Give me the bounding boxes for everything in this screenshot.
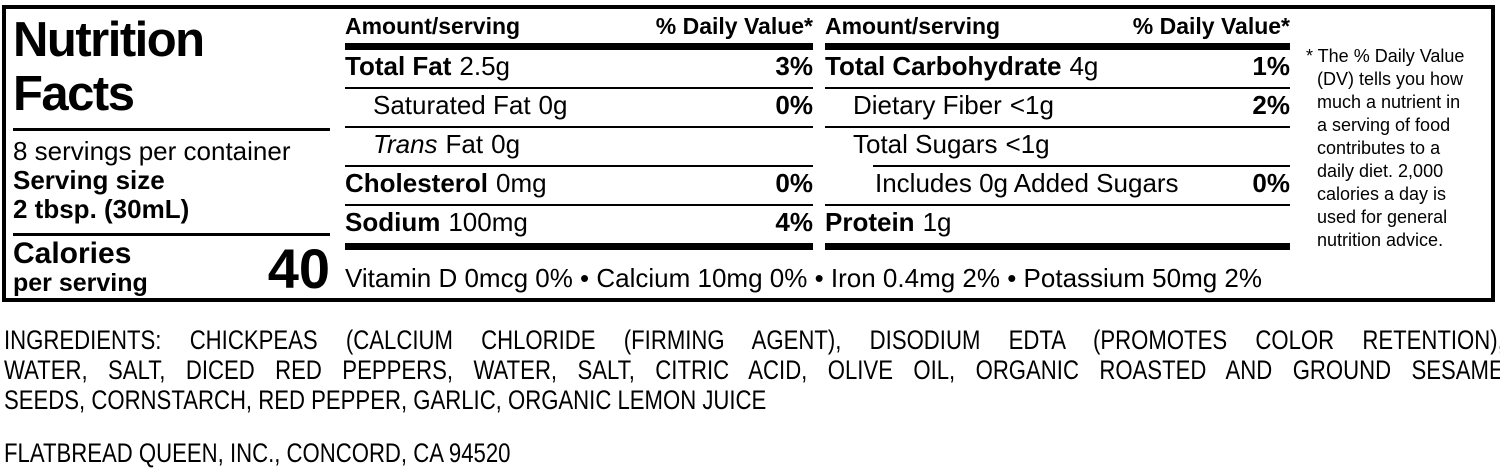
label-title-line2: Facts: [13, 67, 135, 121]
row-total-sugars: Total Sugars <1g: [825, 128, 1290, 165]
row-added-sugars: Includes 0g Added Sugars 0%: [825, 167, 1290, 204]
nutrient-amount: <1g: [1009, 90, 1054, 120]
calories-row: Calories per serving 40: [13, 238, 330, 297]
nutrient-name: Protein: [825, 207, 915, 237]
nutrient-dv: 2%: [1252, 90, 1290, 120]
nutrient-name: Dietary Fiber: [853, 90, 1002, 120]
nutrient-amount: 0mg: [496, 168, 547, 198]
row-dietary-fiber: Dietary Fiber <1g 2%: [825, 89, 1290, 126]
servings-per-container: 8 servings per container: [13, 136, 291, 166]
nutrient-dv: 1%: [1252, 51, 1290, 81]
divider: [825, 204, 1290, 206]
row-trans-fat: Trans Fat 0g: [345, 128, 813, 165]
nutrient-dv: 0%: [775, 90, 813, 120]
nutrient-amount: 0g: [491, 129, 521, 159]
micronutrients-line: Vitamin D 0mcg 0% • Calcium 10mg 0% • Ir…: [345, 263, 1262, 293]
calories-sublabel: per serving: [13, 269, 148, 297]
ingredients-text: INGREDIENTS: CHICKPEAS (CALCIUM CHLORIDE…: [4, 325, 1500, 415]
footnote-line: nutrition advice.: [1317, 230, 1444, 250]
divider: [825, 126, 1290, 128]
divider: [13, 128, 330, 131]
nutrient-name: Total Carbohydrate: [825, 51, 1062, 81]
daily-value-header: % Daily Value*: [655, 13, 813, 39]
ingredients-line: WATER, SALT, DICED RED PEPPERS, WATER, S…: [4, 355, 1500, 385]
divider: [825, 87, 1290, 89]
nutrient-column-1: Amount/serving % Daily Value* Total Fat 2…: [345, 13, 813, 250]
calories-label: Calories: [13, 237, 132, 270]
manufacturer-line: FLATBREAD QUEEN, INC., CONCORD, CA 94520: [4, 438, 511, 468]
nutrient-name-group: Protein 1g: [825, 207, 952, 238]
thick-divider: [825, 243, 1290, 250]
footnote-line: much a nutrient in: [1317, 92, 1461, 112]
nutrient-amount: <1g: [1005, 129, 1050, 159]
footnote-line: used for general: [1317, 207, 1448, 227]
row-sodium: Sodium 100mg 4%: [345, 206, 813, 243]
nutrient-name-group: Sodium 100mg: [345, 207, 528, 238]
nutrient-name-group: Total Fat 2.5g: [345, 51, 510, 82]
nutrient-amount: 4g: [1069, 51, 1099, 81]
nutrient-name: Saturated Fat: [373, 90, 531, 120]
nutrient-amount: 100mg: [448, 207, 528, 237]
nutrient-column-2: Amount/serving % Daily Value* Total Carb…: [825, 13, 1290, 250]
nutrient-name-group: Saturated Fat 0g: [345, 90, 567, 121]
footnote-line: daily diet. 2,000: [1317, 161, 1444, 181]
divider: [13, 233, 330, 236]
amount-serving-header: Amount/serving: [345, 13, 521, 39]
serving-size-label: Serving size: [13, 165, 165, 195]
divider: [345, 165, 813, 167]
label-title-line1: Nutrition: [13, 13, 205, 67]
calories-value: 40: [267, 237, 330, 300]
row-cholesterol: Cholesterol 0mg 0%: [345, 167, 813, 204]
row-protein: Protein 1g: [825, 206, 1290, 243]
divider: [345, 126, 813, 128]
calories-heading-block: Calories per serving: [13, 238, 148, 297]
nutrient-name-group: Trans Fat 0g: [345, 129, 520, 160]
footnote-line: a serving of food: [1317, 115, 1451, 135]
footnote-line: (DV) tells you how: [1317, 69, 1464, 89]
ingredients-line: INGREDIENTS: CHICKPEAS (CALCIUM CHLORIDE…: [4, 325, 1500, 355]
serving-size-value: 2 tbsp. (30mL): [13, 194, 190, 224]
nutrient-name: Includes 0g Added Sugars: [875, 168, 1179, 198]
thick-divider: [345, 43, 813, 50]
nutrient-dv: 3%: [775, 51, 813, 81]
footnote-line: contributes to a: [1317, 138, 1441, 158]
nutrient-name-group: Total Sugars <1g: [825, 129, 1050, 160]
divider: [345, 204, 813, 206]
nutrient-name-group: Cholesterol 0mg: [345, 168, 547, 199]
thick-divider: [345, 243, 813, 250]
nutrient-amount: 2.5g: [459, 51, 511, 81]
ingredients-line: SEEDS, CORNSTARCH, RED PEPPER, GARLIC, O…: [4, 385, 767, 415]
row-total-fat: Total Fat 2.5g 3%: [345, 50, 813, 87]
row-total-carbohydrate: Total Carbohydrate 4g 1%: [825, 50, 1290, 87]
nutrient-amount: 0g: [538, 90, 568, 120]
footnote-line: * The % Daily Value: [1306, 46, 1465, 66]
nutrient-name-group: Includes 0g Added Sugars: [825, 168, 1179, 199]
nutrient-amount: 1g: [922, 207, 952, 237]
nutrient-name: Sodium: [345, 207, 441, 237]
nutrient-dv: 4%: [775, 207, 813, 237]
nutrient-name-group: Total Carbohydrate 4g: [825, 51, 1098, 82]
label-left-panel: Nutrition Facts 8 servings per container…: [13, 13, 330, 297]
nutrient-name: Cholesterol: [345, 168, 489, 198]
divider-indented: [873, 165, 1290, 167]
amount-serving-header: Amount/serving: [825, 13, 1001, 39]
nutrition-facts-label: Nutrition Facts 8 servings per container…: [2, 5, 1495, 302]
column-header: Amount/serving % Daily Value*: [825, 13, 1290, 40]
daily-value-header: % Daily Value*: [1132, 13, 1290, 39]
nutrient-name: Total Fat: [345, 51, 452, 81]
daily-value-footnote: * The % Daily Value (DV) tells you how m…: [1306, 45, 1496, 252]
nutrient-name: Total Sugars: [853, 129, 998, 159]
row-saturated-fat: Saturated Fat 0g 0%: [345, 89, 813, 126]
footnote-line: calories a day is: [1317, 184, 1447, 204]
nutrient-name-group: Dietary Fiber <1g: [825, 90, 1054, 121]
nutrient-dv: 0%: [1252, 168, 1290, 198]
label-title: Nutrition Facts: [13, 13, 330, 121]
thick-divider: [825, 43, 1290, 50]
column-header: Amount/serving % Daily Value*: [345, 13, 813, 40]
nutrient-dv: 0%: [775, 168, 813, 198]
nutrient-name: Fat: [445, 129, 484, 159]
divider: [345, 87, 813, 89]
nutrient-name-italic: Trans: [373, 129, 438, 159]
